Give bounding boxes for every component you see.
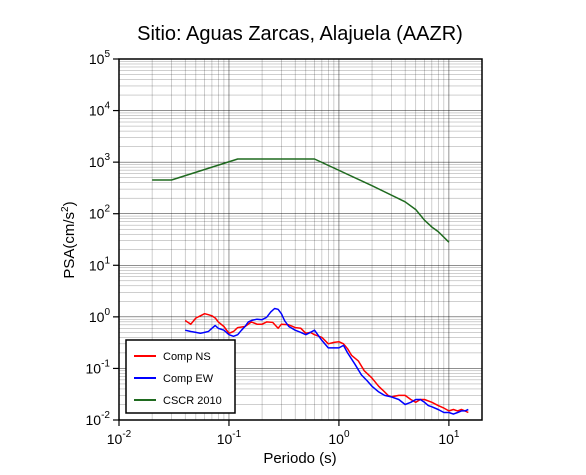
legend-label: Comp NS xyxy=(163,351,211,363)
y-tick-label: 105 xyxy=(89,49,111,67)
chart-title: Sitio: Aguas Zarcas, Alajuela (AAZR) xyxy=(137,23,463,45)
y-tick-label: 101 xyxy=(89,255,111,273)
x-axis-ticks: 10-2 10-1 100 101 xyxy=(107,420,460,447)
legend-label: Comp EW xyxy=(163,373,214,385)
series-lines xyxy=(152,158,469,415)
grid xyxy=(118,58,483,421)
y-axis-label: PSA(cm/s2) xyxy=(60,201,78,278)
y-axis-ticks: 10-2 10-1 100 101 102 103 104 105 xyxy=(86,49,119,428)
x-axis-label: Periodo (s) xyxy=(263,450,336,467)
y-tick-label: 102 xyxy=(89,204,111,222)
x-tick-label: 100 xyxy=(328,429,350,447)
y-tick-label: 10-1 xyxy=(86,358,111,376)
y-axis-label-sup: 2 xyxy=(60,206,71,212)
legend-label: CSCR 2010 xyxy=(163,395,222,407)
x-tick-label: 10-2 xyxy=(107,429,132,447)
y-axis-label-tail: ) xyxy=(61,201,78,206)
series-line-cscr-2010 xyxy=(152,158,450,243)
y-tick-label: 104 xyxy=(89,101,111,119)
series-line-comp-ew xyxy=(185,307,469,415)
x-tick-label: 101 xyxy=(438,429,460,447)
series-line-comp-ns xyxy=(184,312,469,414)
y-tick-label: 100 xyxy=(89,307,111,325)
y-tick-label: 103 xyxy=(89,152,111,170)
y-axis-label-main: PSA(cm/s xyxy=(61,212,78,279)
legend: Comp NS Comp EW CSCR 2010 xyxy=(125,339,236,414)
plot-frame xyxy=(118,58,483,421)
y-tick-label: 10-2 xyxy=(86,410,111,428)
x-tick-label: 10-1 xyxy=(217,429,242,447)
